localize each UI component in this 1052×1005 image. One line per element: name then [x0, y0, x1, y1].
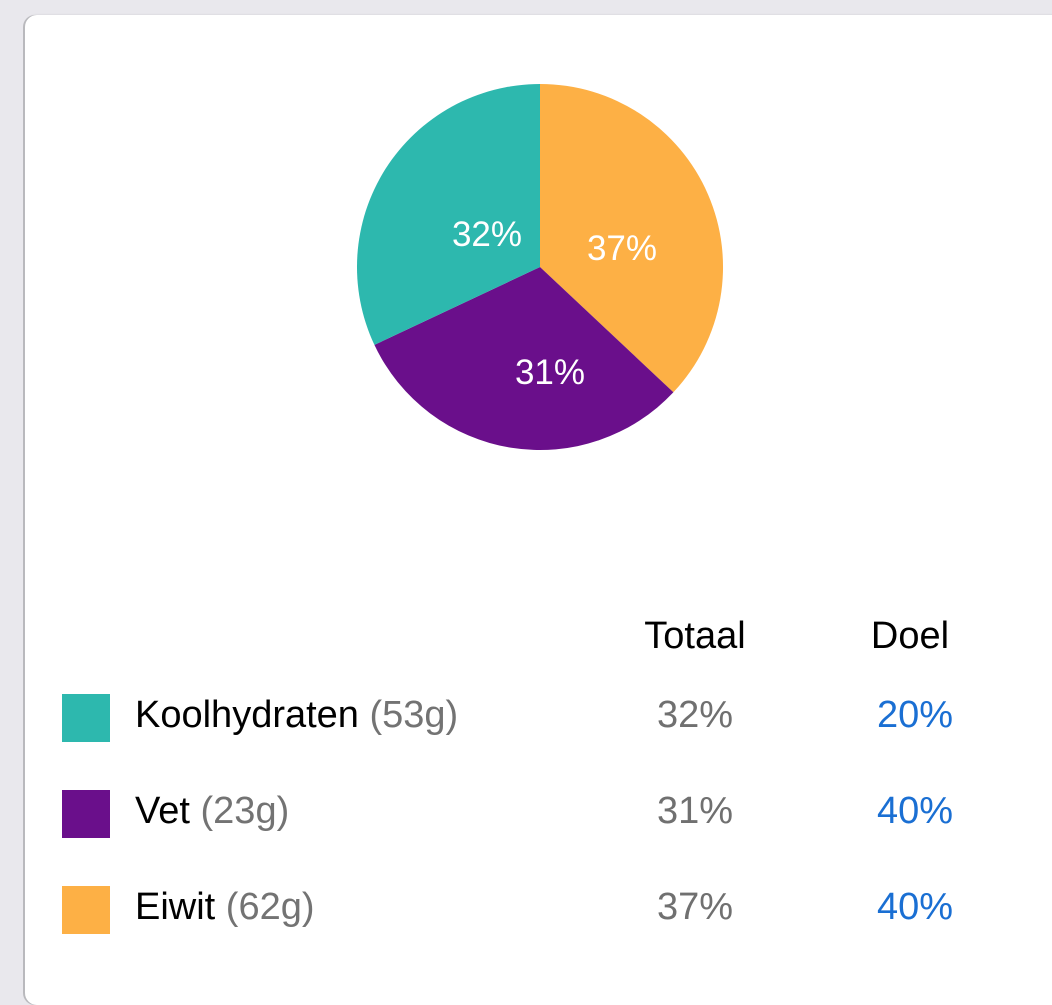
color-swatch-koolhydraten	[62, 694, 110, 742]
legend-row-eiwit: Eiwit (62g) 37% 40%	[25, 884, 1052, 934]
column-header-doel: Doel	[870, 615, 950, 657]
macro-grams: (23g)	[200, 790, 290, 832]
macro-name: Eiwit (62g)	[135, 886, 315, 929]
pie-slice-koolhydraten	[356, 83, 540, 345]
macro-name: Vet (23g)	[135, 790, 289, 833]
pie-slice-vet	[374, 267, 674, 451]
legend-row-koolhydraten: Koolhydraten (53g) 32% 20%	[25, 692, 1052, 742]
pie-slice-eiwit	[540, 84, 724, 393]
legend-row-vet: Vet (23g) 31% 40%	[25, 788, 1052, 838]
macro-grams: (53g)	[369, 694, 459, 736]
totaal-value: 32%	[656, 694, 734, 736]
color-swatch-eiwit	[62, 886, 110, 934]
doel-value[interactable]: 40%	[876, 790, 954, 832]
macro-grams: (62g)	[225, 886, 315, 928]
macro-card: 37% 31% 32% Totaal Doel Koolhydraten (53…	[25, 15, 1052, 1005]
totaal-value: 31%	[656, 790, 734, 832]
macro-label: Koolhydraten	[135, 694, 359, 736]
pie-label-koolhydraten: 32%	[452, 215, 522, 254]
color-swatch-vet	[62, 790, 110, 838]
macro-label: Vet	[135, 790, 190, 832]
macro-pie-chart: 37% 31% 32%	[356, 83, 724, 451]
macro-label: Eiwit	[135, 886, 216, 928]
pie-label-vet: 31%	[515, 353, 585, 392]
doel-value[interactable]: 20%	[876, 694, 954, 736]
totaal-value: 37%	[656, 886, 734, 928]
column-header-totaal: Totaal	[644, 615, 746, 657]
doel-value[interactable]: 40%	[876, 886, 954, 928]
macro-name: Koolhydraten (53g)	[135, 694, 458, 737]
pie-label-eiwit: 37%	[587, 229, 657, 268]
